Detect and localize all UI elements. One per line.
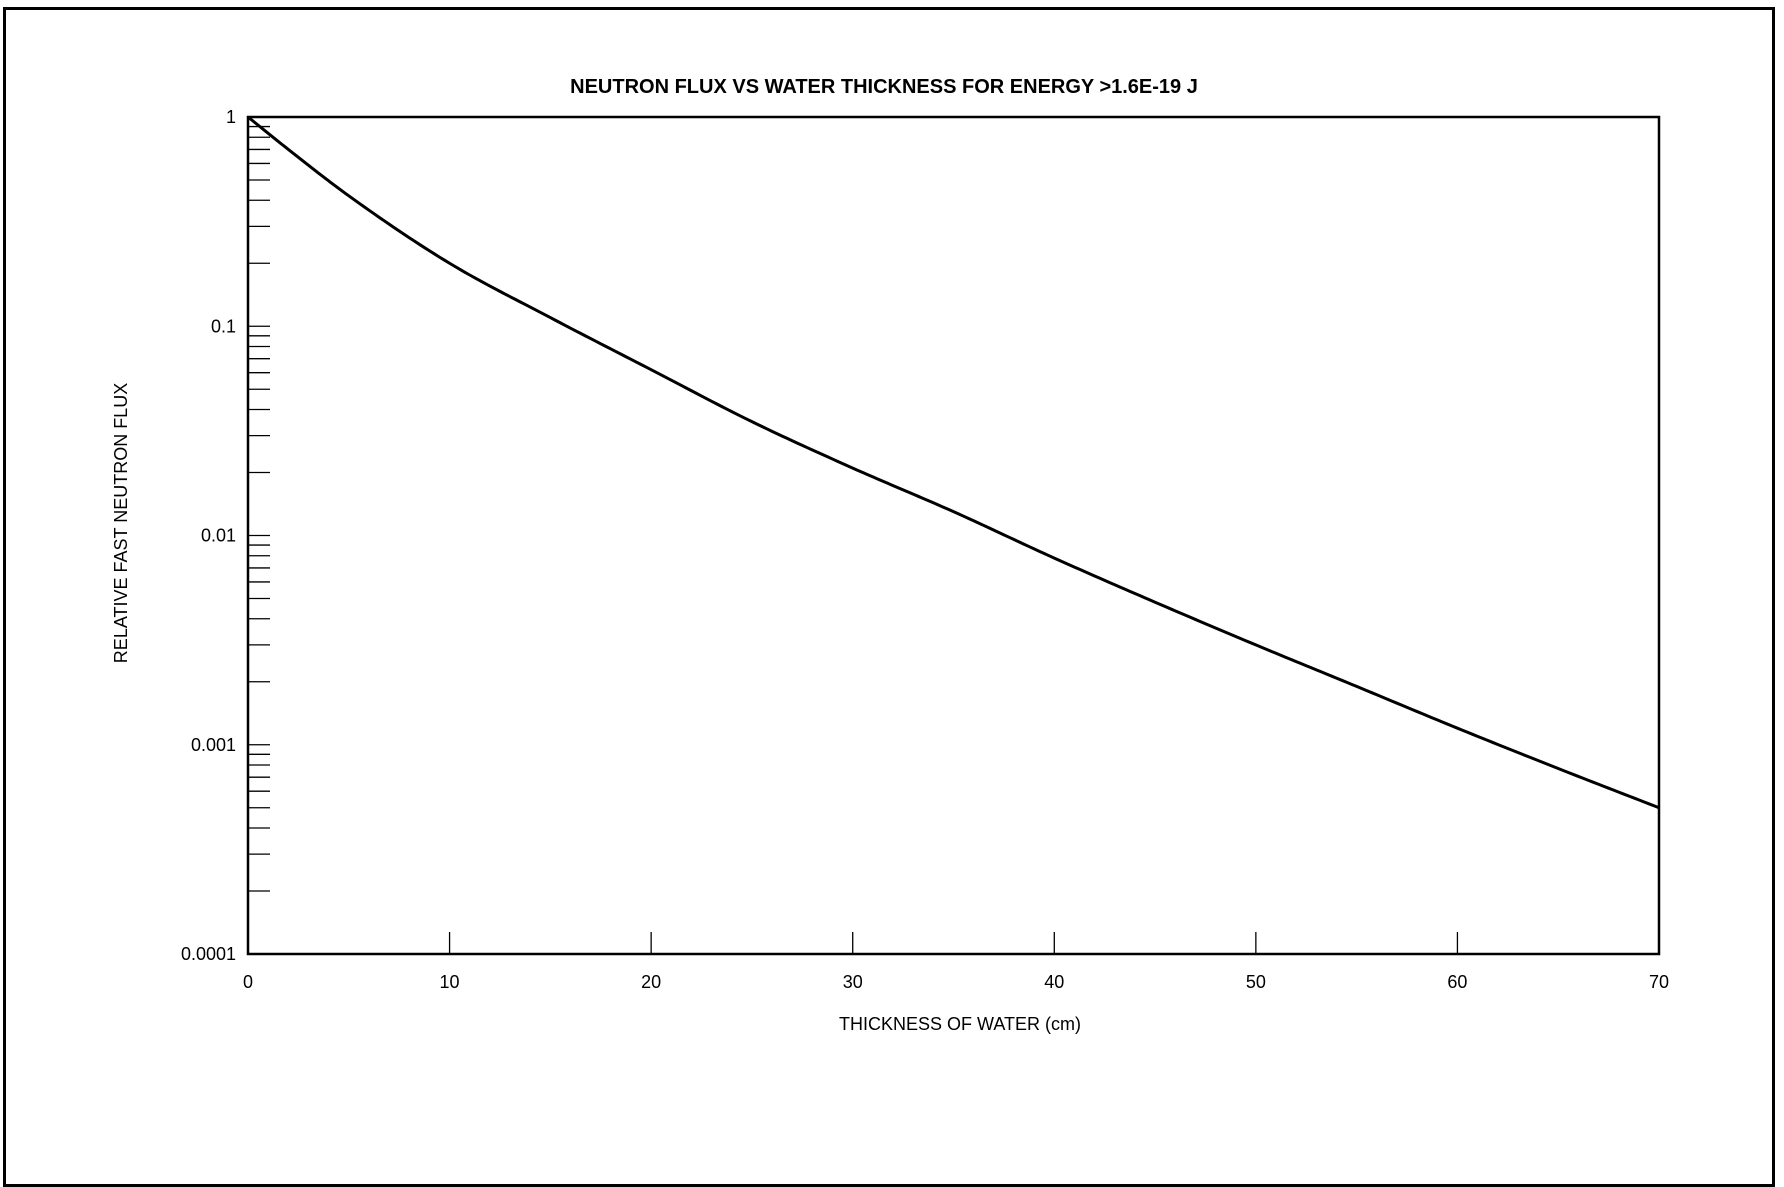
x-tick-label: 20 — [641, 972, 661, 992]
x-tick-label: 10 — [440, 972, 460, 992]
x-tick-label: 40 — [1044, 972, 1064, 992]
plot-area — [246, 115, 1661, 956]
x-axis: 0 10 20 30 40 50 60 70 — [243, 932, 1669, 992]
x-tick-label: 70 — [1649, 972, 1669, 992]
flux-series-line — [247, 115, 1660, 810]
y-tick-label: 0.01 — [201, 526, 236, 546]
y-axis: 1 0.1 0.01 0.001 0.0001 — [181, 107, 270, 964]
y-axis-title: RELATIVE FAST NEUTRON FLUX — [111, 383, 131, 663]
y-tick-label: 0.1 — [211, 316, 236, 336]
x-tick-label: 0 — [243, 972, 253, 992]
x-tick-label: 50 — [1246, 972, 1266, 992]
y-tick-label: 1 — [226, 107, 236, 127]
y-tick-label: 0.0001 — [181, 944, 236, 964]
chart-title: NEUTRON FLUX VS WATER THICKNESS FOR ENER… — [570, 76, 1198, 98]
x-axis-title: THICKNESS OF WATER (cm) — [839, 1014, 1081, 1034]
x-tick-label: 30 — [843, 972, 863, 992]
x-tick-label: 60 — [1447, 972, 1467, 992]
y-tick-label: 0.001 — [191, 735, 236, 755]
